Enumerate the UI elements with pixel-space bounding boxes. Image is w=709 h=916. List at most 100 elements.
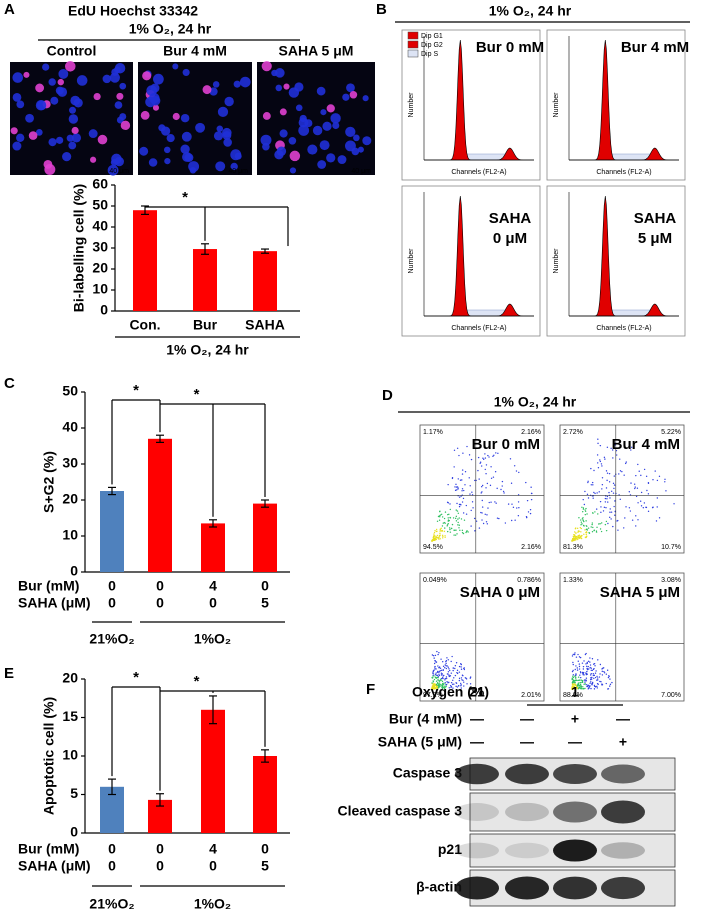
event [447,502,450,504]
event [431,677,434,679]
event [435,528,438,531]
quadrant-value: 3.08% [661,577,681,584]
event [443,530,446,533]
event [574,652,576,654]
event [441,516,444,518]
nucleus [320,109,327,116]
event [630,449,632,451]
event [613,487,615,490]
row-value: 0 [156,578,164,594]
event [600,681,602,683]
nucleus [109,72,120,83]
event [438,666,440,669]
nucleus [195,122,206,133]
event [613,505,615,508]
event [482,522,485,525]
event [591,669,593,672]
event [599,460,602,463]
event [455,662,458,664]
event [455,682,457,684]
event [609,516,611,519]
row-label: Bur (mM) [18,841,79,857]
nucleus [345,140,356,152]
event [635,515,637,517]
event [453,466,455,468]
event [457,512,460,514]
event [439,667,442,670]
event [640,505,643,507]
event [597,438,599,440]
event [526,499,529,502]
nucleus [223,138,232,147]
blot-band [455,876,499,900]
event [673,503,675,505]
event [575,673,577,675]
significance: * [182,189,188,206]
event [435,536,437,538]
event [440,669,443,672]
event [631,519,634,521]
event [469,676,472,678]
event [463,489,465,492]
event [529,512,532,515]
significance: * [133,669,139,686]
event [643,468,646,471]
event [442,686,445,689]
event [469,683,472,685]
event [452,669,454,672]
event [580,531,582,533]
event [665,490,667,492]
event [459,479,462,481]
event [433,678,436,681]
event [572,680,574,683]
event [501,480,504,483]
nucleus [140,110,150,120]
event [456,533,458,535]
event [458,527,460,529]
row-value: 0 [261,841,269,857]
event [481,519,483,521]
event [577,682,580,684]
blot-band [601,876,645,900]
scale-bar: 40 μm [228,168,248,175]
axis-label: Channels (FL2-A) [451,325,506,332]
event [645,475,648,478]
nucleus [188,161,200,172]
event [453,677,455,679]
event [445,665,447,667]
condition: 1% O₂, 24 hr [129,21,212,37]
event [465,513,468,515]
event [593,529,595,532]
event [637,502,639,504]
event [576,667,578,669]
event [572,537,574,540]
event [577,536,579,538]
quadrant-value: 7.00% [661,692,681,699]
event [601,667,604,669]
event [439,678,442,680]
event [481,491,483,493]
event [447,659,450,661]
event [612,492,615,494]
event [437,665,439,667]
row-value: 0 [156,595,164,611]
event [582,507,585,509]
event [576,536,578,538]
event [451,523,454,526]
event [457,488,459,490]
event [461,674,464,676]
event [604,523,607,526]
event [531,492,533,495]
event [455,529,457,531]
event [572,675,574,677]
event [580,679,583,681]
event [449,669,451,672]
event [447,522,449,525]
quadrant-value: 2.16% [521,429,541,436]
event [441,683,444,685]
event [642,507,645,509]
event [591,658,594,660]
event [590,484,592,486]
event [485,464,488,466]
nucleus [299,114,307,123]
